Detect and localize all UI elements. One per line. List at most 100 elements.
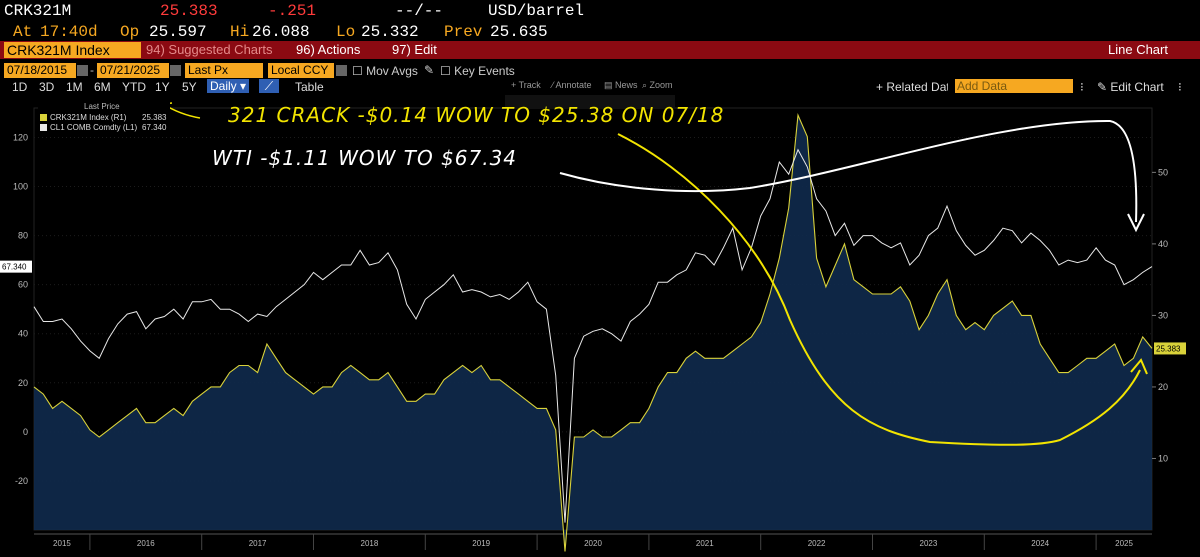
range-ytd-button[interactable]: YTD [122, 80, 146, 94]
menu-bar: CRK321M Index 94) Suggested Charts 96) A… [0, 41, 1200, 59]
right-axis-tick-label: 10 [1158, 453, 1168, 463]
add-data-input[interactable]: Add Data [955, 79, 1073, 93]
low-value: 25.332 [361, 23, 419, 41]
pencil-icon[interactable]: ✎ [424, 63, 435, 77]
left-axis-tick-label: 40 [18, 329, 28, 339]
x-axis-bar [0, 534, 1200, 557]
open-label: Op [120, 23, 140, 41]
news-label: News [615, 80, 638, 90]
zoom-label: Zoom [649, 80, 673, 90]
x-axis-tick-label: 2019 [472, 539, 490, 548]
left-axis-tick-label: 120 [13, 132, 28, 142]
x-axis-tick-label: 2017 [249, 539, 267, 548]
edit-menu[interactable]: 97) Edit [392, 42, 437, 57]
x-axis-tick-label: 2023 [920, 539, 938, 548]
wti-last-tag-label: 67.340 [2, 263, 27, 272]
field-select[interactable]: Last Px [185, 63, 263, 78]
crack-spread-area [34, 115, 1152, 552]
x-axis-tick-label: 2022 [808, 539, 826, 548]
calendar-icon[interactable] [170, 65, 181, 76]
edit-chart-button[interactable]: ✎ Edit Chart [1097, 80, 1164, 94]
x-axis-tick-label: 2018 [361, 539, 379, 548]
crack-annotation-curve [617, 133, 1141, 446]
related-data-button[interactable]: + Related Data [876, 80, 948, 94]
x-axis-tick-label: 2015 [53, 539, 71, 548]
right-axis-tick-label: 50 [1158, 167, 1168, 177]
net-change: -.251 [268, 2, 317, 20]
track-label: Track [518, 80, 541, 90]
crack-last-tag-label: 25.383 [1156, 344, 1181, 353]
quote-header: CRK321M 25.383 -.251 --/-- USD/barrel [0, 0, 1200, 22]
high-value: 26.088 [252, 23, 310, 41]
x-axis-tick-label: 2020 [584, 539, 602, 548]
left-axis-tick-label: 100 [13, 182, 28, 192]
open-value: 25.597 [149, 23, 207, 41]
x-axis-tick-label: 2016 [137, 539, 155, 548]
legend-name-crack: CRK321M Index (R1) [50, 113, 127, 122]
high-label: Hi [230, 23, 250, 41]
frequency-label: Daily [210, 79, 237, 93]
key-events-label: Key Events [454, 64, 515, 78]
prev-label: Prev [444, 23, 483, 41]
at-value: 17:40d [40, 23, 98, 41]
actions-menu[interactable]: 96) Actions [296, 42, 361, 57]
security-input[interactable]: CRK321M Index [4, 42, 141, 58]
chart-type-label: Line Chart [1108, 42, 1168, 57]
table-button[interactable]: Table [295, 80, 324, 94]
options-bar: 07/18/2015 - 07/21/2025 Last Px Local CC… [0, 63, 1200, 79]
crack-arrowhead-icon [1130, 358, 1148, 375]
key-events-toggle[interactable]: ☐ Key Events [440, 64, 515, 78]
range-5y-button[interactable]: 5Y [182, 80, 197, 94]
currency-select[interactable]: Local CCY [268, 63, 334, 78]
ticker-label: CRK321M [4, 2, 72, 20]
chart-tool-strip [505, 95, 675, 107]
legend-value-wti: 67.340 [142, 123, 167, 132]
last-price: 25.383 [160, 2, 218, 20]
settings-icon[interactable]: ⁝ [1080, 80, 1084, 94]
prev-value: 25.635 [490, 23, 548, 41]
range-bar: 1D 3D 1M 6M YTD 1Y 5Y Daily ▾ ⟋ Table + … [0, 79, 1200, 94]
frequency-select[interactable]: Daily ▾ [207, 79, 250, 93]
start-date-input[interactable]: 07/18/2015 [4, 63, 76, 78]
legend-swatch-crack [40, 114, 47, 121]
edit-chart-label: Edit Chart [1110, 80, 1164, 94]
wti-arrowhead-icon [1127, 213, 1145, 233]
line-chart-icon[interactable]: ⟋ [259, 79, 279, 93]
right-axis-tick-label: 30 [1158, 310, 1168, 320]
quote-stats: At 17:40d Op 25.597 Hi 26.088 Lo 25.332 … [0, 21, 1200, 41]
crack-last-tag [1154, 342, 1186, 355]
at-label: At [13, 23, 33, 41]
more-options-icon[interactable]: ⁝ [1178, 80, 1182, 94]
range-6m-button[interactable]: 6M [94, 80, 111, 94]
end-date-input[interactable]: 07/21/2025 [97, 63, 169, 78]
low-label: Lo [336, 23, 356, 41]
crack-spread-line [33, 113, 1153, 552]
mov-avgs-toggle[interactable]: ☐ Mov Avgs [352, 64, 418, 78]
left-axis-tick-label: -20 [15, 476, 28, 486]
unit-label: USD/barrel [488, 2, 585, 20]
news-tool[interactable]: ▤ News [604, 80, 638, 90]
right-axis-tick-label: 20 [1158, 382, 1168, 392]
range-1m-button[interactable]: 1M [66, 80, 83, 94]
date-dash: - [90, 63, 94, 77]
range-1y-button[interactable]: 1Y [155, 80, 170, 94]
zoom-tool[interactable]: ⌕ Zoom [642, 80, 673, 90]
wti-annotation-curve [559, 119, 1138, 223]
legend-title: Last Price [84, 102, 120, 111]
annotate-label: Annotate [555, 80, 592, 90]
suggested-charts-menu[interactable]: 94) Suggested Charts [146, 42, 273, 57]
calendar-icon[interactable] [77, 65, 88, 76]
annotate-tool[interactable]: ⁄ Annotate [552, 80, 592, 90]
range-3d-button[interactable]: 3D [39, 80, 55, 94]
annotation-wti: WTI -$1.11 WOW TO $67.34 [212, 146, 518, 170]
range-1d-button[interactable]: 1D [12, 80, 28, 94]
mov-avgs-label: Mov Avgs [366, 64, 418, 78]
chart-legend: Last Price CRK321M Index (R1) 25.383 CL1… [38, 100, 170, 134]
left-axis-tick-label: 60 [18, 280, 28, 290]
left-axis-tick-label: 80 [18, 231, 28, 241]
legend-swatch-wti [40, 124, 47, 131]
chevron-down-icon[interactable] [336, 65, 347, 76]
price-chart[interactable]: -20 0 20 40 60 80 100 120 10 20 30 40 50 2015 2016 2017… [0, 95, 1200, 557]
legend-name-wti: CL1 COMB Comdty (L1) [50, 123, 138, 132]
track-tool[interactable]: + Track [511, 80, 541, 90]
